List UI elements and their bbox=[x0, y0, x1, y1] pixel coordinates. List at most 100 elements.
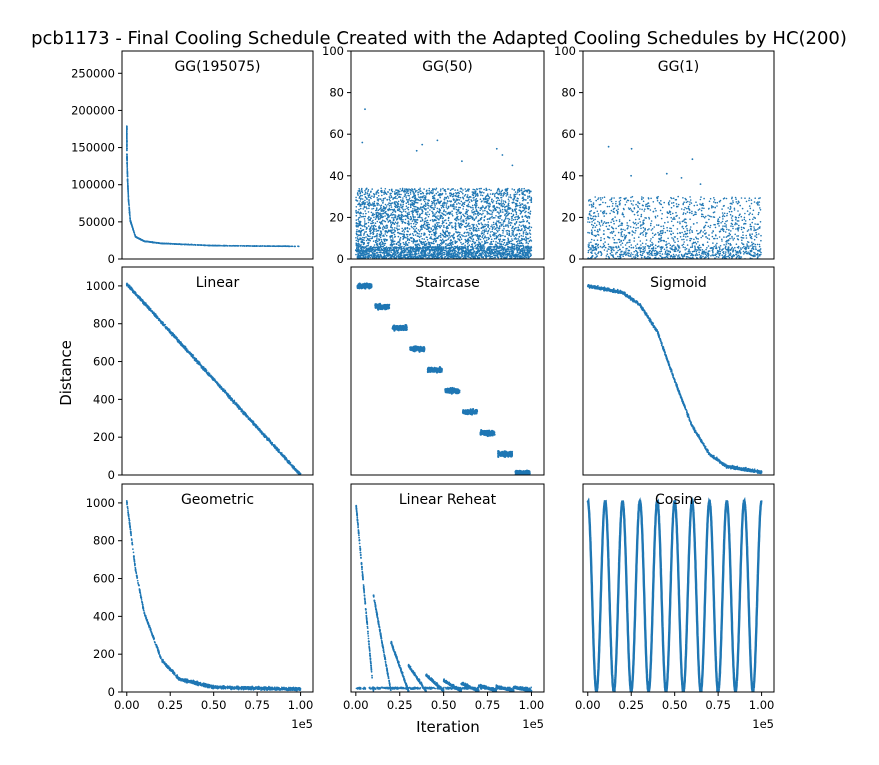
data-point bbox=[196, 244, 199, 246]
data-point bbox=[506, 229, 509, 232]
data-point bbox=[433, 203, 436, 205]
data-point bbox=[428, 187, 431, 190]
data-point bbox=[502, 230, 505, 232]
data-point bbox=[423, 196, 426, 199]
data-point bbox=[394, 251, 397, 253]
data-point bbox=[417, 191, 419, 194]
data-point bbox=[464, 244, 466, 247]
data-point bbox=[390, 192, 392, 195]
data-point bbox=[463, 214, 465, 217]
data-point bbox=[418, 191, 420, 193]
data-point bbox=[401, 187, 404, 190]
data-point bbox=[414, 229, 416, 231]
data-point bbox=[526, 253, 528, 255]
data-point bbox=[358, 220, 360, 222]
data-point bbox=[527, 208, 530, 211]
data-point bbox=[407, 206, 410, 209]
data-point bbox=[514, 222, 516, 225]
data-point bbox=[492, 240, 495, 243]
data-point bbox=[364, 190, 366, 192]
data-point bbox=[361, 194, 363, 197]
data-point bbox=[415, 219, 417, 221]
data-point bbox=[394, 193, 396, 196]
data-point bbox=[362, 236, 364, 239]
data-point bbox=[435, 241, 437, 243]
data-point bbox=[411, 240, 413, 242]
data-point bbox=[470, 254, 472, 256]
data-point bbox=[394, 211, 397, 213]
data-point bbox=[126, 180, 129, 183]
data-point bbox=[522, 209, 525, 212]
data-point bbox=[388, 196, 391, 198]
data-point bbox=[458, 255, 460, 257]
data-point bbox=[291, 245, 294, 248]
data-point bbox=[495, 241, 497, 243]
data-point bbox=[431, 204, 433, 207]
data-point bbox=[427, 204, 430, 207]
data-point bbox=[513, 227, 515, 230]
panels: GG(195075)050000100000150000200000250000… bbox=[71, 44, 775, 731]
data-point bbox=[372, 232, 375, 235]
data-point bbox=[450, 239, 453, 241]
data-point bbox=[126, 163, 128, 165]
data-point bbox=[404, 215, 406, 217]
data-point bbox=[385, 227, 387, 229]
data-point bbox=[431, 233, 433, 236]
data-point bbox=[401, 227, 404, 230]
data-point bbox=[417, 210, 419, 212]
data-point bbox=[524, 227, 526, 229]
data-point bbox=[401, 245, 403, 248]
data-point bbox=[412, 250, 415, 252]
data-point bbox=[411, 226, 413, 229]
data-point bbox=[427, 254, 430, 256]
data-point bbox=[454, 246, 457, 248]
data-point bbox=[528, 207, 530, 209]
data-point bbox=[368, 205, 371, 207]
data-point bbox=[499, 225, 501, 227]
data-point bbox=[387, 246, 390, 249]
data-point bbox=[465, 208, 468, 211]
data-point bbox=[391, 214, 393, 216]
data-point bbox=[420, 240, 423, 243]
data-point bbox=[447, 244, 450, 247]
y-tick-label: 150000 bbox=[71, 141, 115, 155]
data-point bbox=[379, 256, 381, 259]
data-point bbox=[508, 196, 510, 198]
data-point bbox=[490, 253, 492, 256]
data-point bbox=[388, 202, 390, 204]
data-point bbox=[444, 214, 447, 217]
data-point bbox=[494, 243, 497, 246]
data-point bbox=[126, 164, 128, 167]
data-point bbox=[410, 217, 413, 219]
data-point bbox=[525, 199, 527, 201]
data-point bbox=[379, 222, 382, 224]
data-point bbox=[378, 225, 381, 227]
data-point bbox=[490, 238, 493, 241]
data-point bbox=[356, 247, 358, 250]
data-point bbox=[134, 234, 136, 236]
data-point bbox=[497, 245, 499, 248]
data-point bbox=[463, 225, 466, 228]
data-point bbox=[455, 219, 457, 221]
data-point bbox=[433, 199, 435, 202]
data-point bbox=[419, 213, 422, 216]
data-point bbox=[376, 240, 379, 243]
data-point bbox=[498, 212, 500, 215]
data-point bbox=[478, 219, 481, 222]
data-point bbox=[126, 140, 128, 143]
data-point bbox=[446, 225, 448, 228]
data-point bbox=[406, 238, 409, 240]
data-point bbox=[481, 213, 483, 216]
data-point bbox=[490, 249, 493, 252]
data-point bbox=[496, 206, 498, 208]
data-point bbox=[529, 212, 531, 214]
data-point bbox=[393, 210, 395, 212]
data-point bbox=[425, 198, 427, 201]
data-point bbox=[126, 174, 129, 177]
data-point bbox=[528, 256, 530, 259]
data-point bbox=[356, 192, 359, 194]
data-point bbox=[255, 245, 257, 247]
data-point bbox=[460, 248, 463, 251]
data-point bbox=[370, 229, 372, 232]
data-point bbox=[478, 254, 481, 257]
